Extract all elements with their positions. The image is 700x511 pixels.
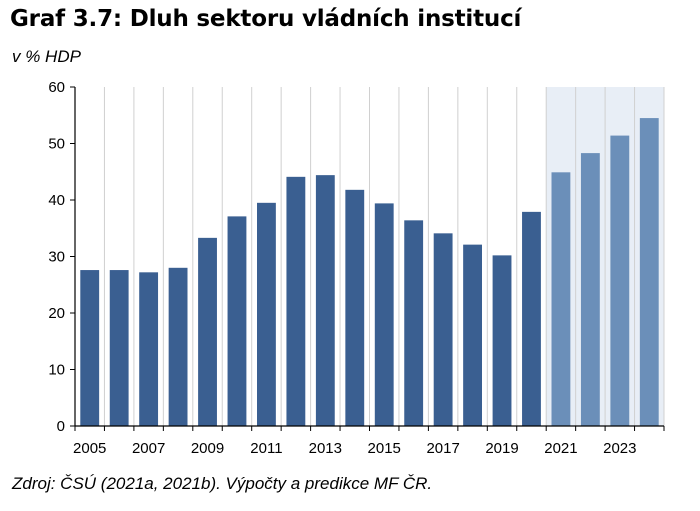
x-tick-label: 2009 <box>191 440 224 457</box>
y-tick-label: 30 <box>48 249 65 266</box>
bar-2010 <box>227 216 247 426</box>
bar-2018 <box>463 244 482 426</box>
y-tick-label: 20 <box>48 305 65 322</box>
bar-2020 <box>522 211 541 426</box>
bar-2007 <box>139 272 159 426</box>
x-tick-label: 2021 <box>544 440 577 457</box>
x-tick-label: 2007 <box>132 440 165 457</box>
bar-2009 <box>198 237 217 426</box>
y-tick-label: 50 <box>48 136 65 153</box>
bar-2013 <box>315 175 335 426</box>
x-tick-label: 2023 <box>603 440 636 457</box>
y-tick-label: 10 <box>48 362 65 379</box>
bars-layer <box>80 118 659 427</box>
y-tick-label: 40 <box>48 192 65 209</box>
x-tick-label: 2005 <box>73 440 106 457</box>
x-tick-label: 2019 <box>485 440 518 457</box>
bar-2011 <box>257 202 276 426</box>
bar-forecast-2022 <box>580 153 600 427</box>
chart-title: Graf 3.7: Dluh sektoru vládních instituc… <box>10 6 522 32</box>
bar-2017 <box>433 233 453 426</box>
grid-layer <box>103 87 665 426</box>
y-tick-label: 0 <box>57 418 65 435</box>
x-tick-label: 2017 <box>426 440 459 457</box>
bar-2005 <box>80 270 100 426</box>
x-tick-label: 2013 <box>309 440 342 457</box>
bar-2014 <box>345 189 365 426</box>
bar-2015 <box>374 203 394 426</box>
bar-2019 <box>492 255 512 426</box>
bar-2012 <box>286 176 306 426</box>
bar-2006 <box>109 270 129 426</box>
tick-labels-layer: 0 10 20 30 40 50 60 2005 2007 2009 2011 2013 2015 201… <box>48 79 636 457</box>
x-tick-label: 2011 <box>250 440 282 457</box>
chart-subtitle: v % HDP <box>12 47 81 66</box>
bar-2008 <box>168 267 188 426</box>
x-tick-label: 2015 <box>368 440 401 457</box>
bar-2016 <box>404 220 424 426</box>
bar-forecast-2021 <box>551 172 571 426</box>
source-note: Zdroj: ČSÚ (2021a, 2021b). Výpočty a pre… <box>12 474 433 493</box>
axis-layer <box>70 86 665 431</box>
bar-forecast-2023 <box>610 135 630 426</box>
y-tick-label: 60 <box>48 79 65 96</box>
bar-forecast-2024 <box>639 118 659 426</box>
